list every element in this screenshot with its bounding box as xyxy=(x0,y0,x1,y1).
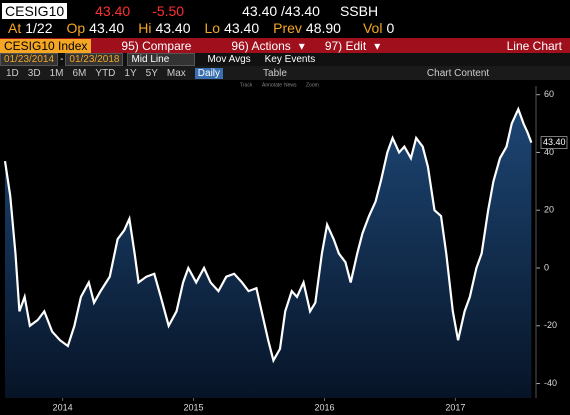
tool: News xyxy=(284,82,297,88)
stat-value: 1/22 xyxy=(25,20,53,36)
chart: Track Annotate News Zoom -40 -20 0 20 40 60 2014 2… xyxy=(3,82,568,412)
x-tick-label: 2016 xyxy=(314,402,334,412)
stat-value: 48.90 xyxy=(305,20,341,36)
y-tick-label: 40 xyxy=(544,147,554,157)
stats-row: At 1/22 Op 43.40 Hi 43.40 Lo 43.40 Prev 48.90 Vol 0 xyxy=(0,19,570,37)
tool: Annotate xyxy=(262,82,282,88)
range-button[interactable]: YTD xyxy=(95,67,116,79)
y-tick-label: 0 xyxy=(544,262,549,272)
stat-value: 43.40 xyxy=(155,20,191,36)
range-button[interactable]: 5Y xyxy=(145,67,158,79)
stat-label: Lo xyxy=(204,20,221,36)
last-price-tag: 43.40 xyxy=(543,137,566,147)
stat-value: 43.40 xyxy=(89,20,125,36)
range-button[interactable]: Max xyxy=(166,67,186,79)
y-tick-label: -20 xyxy=(544,320,557,330)
y-tick-label: -40 xyxy=(544,378,557,388)
stat-value: 0 xyxy=(386,20,395,36)
actions[interactable]: 96) Actions xyxy=(231,38,291,53)
dash: - xyxy=(60,54,64,65)
mov-avgs[interactable]: Mov Avgs xyxy=(207,54,251,65)
range-button[interactable]: 1D xyxy=(6,67,19,79)
view: Line Chart xyxy=(506,38,562,53)
table[interactable]: Table xyxy=(263,67,287,79)
line xyxy=(3,106,533,364)
range-bar: 1D 3D 1M 6M YTD 1Y 5Y Max Daily Table Chart Conten… xyxy=(0,66,570,80)
date-bar: 01/23/2014 - 01/23/2018 Mid Line Mov Avg… xyxy=(0,53,570,66)
y-tick-label: 20 xyxy=(544,205,554,215)
line-mode[interactable]: Mid Line xyxy=(127,53,196,66)
tool: Zoom xyxy=(306,82,319,88)
stat-value: 43.40 xyxy=(224,20,260,36)
edit[interactable]: 97) Edit xyxy=(324,38,367,53)
last: 43.40 xyxy=(95,3,131,19)
chart-content[interactable]: Chart Content xyxy=(426,67,490,79)
area xyxy=(5,109,532,398)
range-button[interactable]: 3D xyxy=(27,67,41,79)
range-button[interactable]: 6M xyxy=(72,67,87,79)
stat-label: Op xyxy=(66,20,86,36)
range-button[interactable]: 1Y xyxy=(124,67,137,79)
range-button[interactable]: 1M xyxy=(49,67,64,79)
security[interactable]: CESIG10 Index xyxy=(0,38,92,53)
frequency[interactable]: Daily xyxy=(194,67,224,79)
bid-ask: 43.40 /43.40 xyxy=(242,3,320,19)
stat-label: Prev xyxy=(273,20,302,36)
source: SSBH xyxy=(339,3,379,19)
menu-bar: CESIG10 Index 95) Compare 96) Actions ▾ 9… xyxy=(0,38,570,53)
start-date[interactable]: 01/23/2014 xyxy=(0,53,59,66)
ticker: CESIG10 xyxy=(2,3,68,19)
x-tick-label: 2015 xyxy=(184,402,204,412)
quote-row: CESIG10 43.40 -5.50 43.40 /43.40 SSBH xyxy=(0,2,570,20)
key-events[interactable]: Key Events xyxy=(264,54,316,65)
y-tick-label: 60 xyxy=(544,89,554,99)
tool: Track xyxy=(240,82,253,88)
compare[interactable]: 95) Compare xyxy=(121,38,192,53)
stat-label: At xyxy=(8,20,22,36)
tool-strip: Track Annotate News Zoom xyxy=(240,82,319,88)
stat-label: Hi xyxy=(138,20,152,36)
x-tick-label: 2014 xyxy=(53,402,73,412)
stat-label: Vol xyxy=(362,20,383,36)
x-tick-label: 2017 xyxy=(445,402,465,412)
end-date[interactable]: 01/23/2018 xyxy=(65,53,124,66)
change: -5.50 xyxy=(152,3,185,19)
last-price-box xyxy=(540,136,568,149)
